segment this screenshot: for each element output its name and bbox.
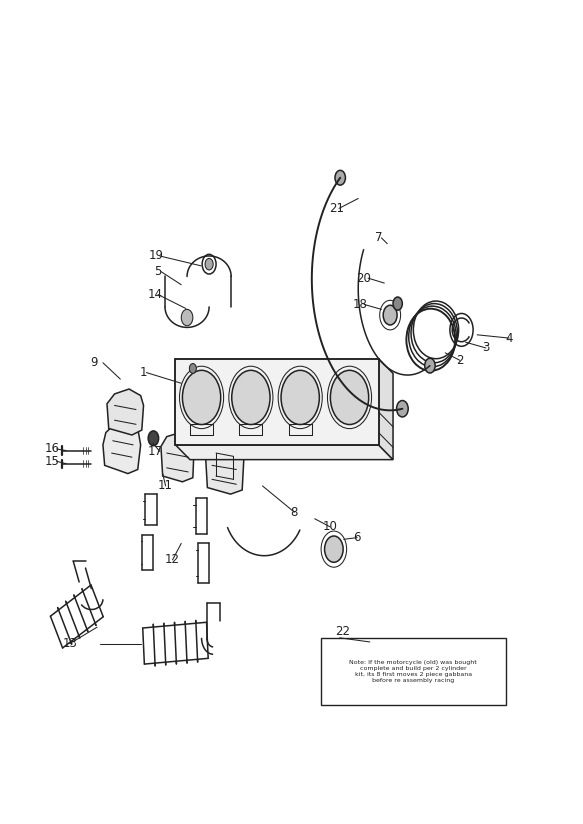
Text: 15: 15 [44, 455, 59, 468]
Polygon shape [378, 358, 393, 460]
Text: 20: 20 [357, 272, 371, 284]
Text: 7: 7 [375, 232, 382, 245]
Text: 18: 18 [353, 298, 367, 311]
Circle shape [281, 370, 319, 424]
Circle shape [231, 370, 270, 424]
Polygon shape [175, 358, 378, 445]
Circle shape [424, 358, 435, 373]
FancyBboxPatch shape [321, 638, 506, 705]
Circle shape [181, 309, 193, 325]
Circle shape [331, 370, 368, 424]
Text: 11: 11 [158, 480, 173, 493]
Circle shape [205, 259, 213, 270]
Circle shape [325, 536, 343, 562]
Polygon shape [103, 420, 141, 474]
Text: 4: 4 [505, 331, 513, 344]
Text: 14: 14 [147, 288, 163, 301]
Text: 5: 5 [154, 265, 161, 278]
Text: 13: 13 [62, 637, 78, 650]
Polygon shape [161, 433, 194, 482]
Circle shape [189, 363, 196, 373]
Text: 8: 8 [291, 506, 298, 518]
Text: 10: 10 [323, 521, 338, 533]
Circle shape [182, 370, 221, 424]
Text: 12: 12 [165, 554, 180, 566]
Circle shape [335, 171, 346, 185]
Text: 9: 9 [90, 356, 98, 369]
Text: 19: 19 [149, 250, 164, 263]
Text: Note: If the motorcycle (old) was bought
complete and build per 2 cylinder
kit, : Note: If the motorcycle (old) was bought… [349, 660, 477, 683]
Circle shape [383, 305, 397, 325]
Text: 21: 21 [329, 202, 344, 215]
Circle shape [148, 431, 159, 446]
Text: 2: 2 [456, 353, 463, 367]
Text: 22: 22 [335, 625, 350, 638]
Polygon shape [175, 445, 393, 460]
Circle shape [393, 297, 402, 310]
Text: 16: 16 [44, 442, 59, 456]
Polygon shape [206, 441, 244, 494]
Text: 1: 1 [140, 366, 147, 379]
Polygon shape [107, 389, 143, 435]
Text: 3: 3 [482, 341, 490, 354]
Text: 17: 17 [147, 445, 163, 458]
Text: 6: 6 [353, 531, 361, 544]
Circle shape [396, 400, 408, 417]
